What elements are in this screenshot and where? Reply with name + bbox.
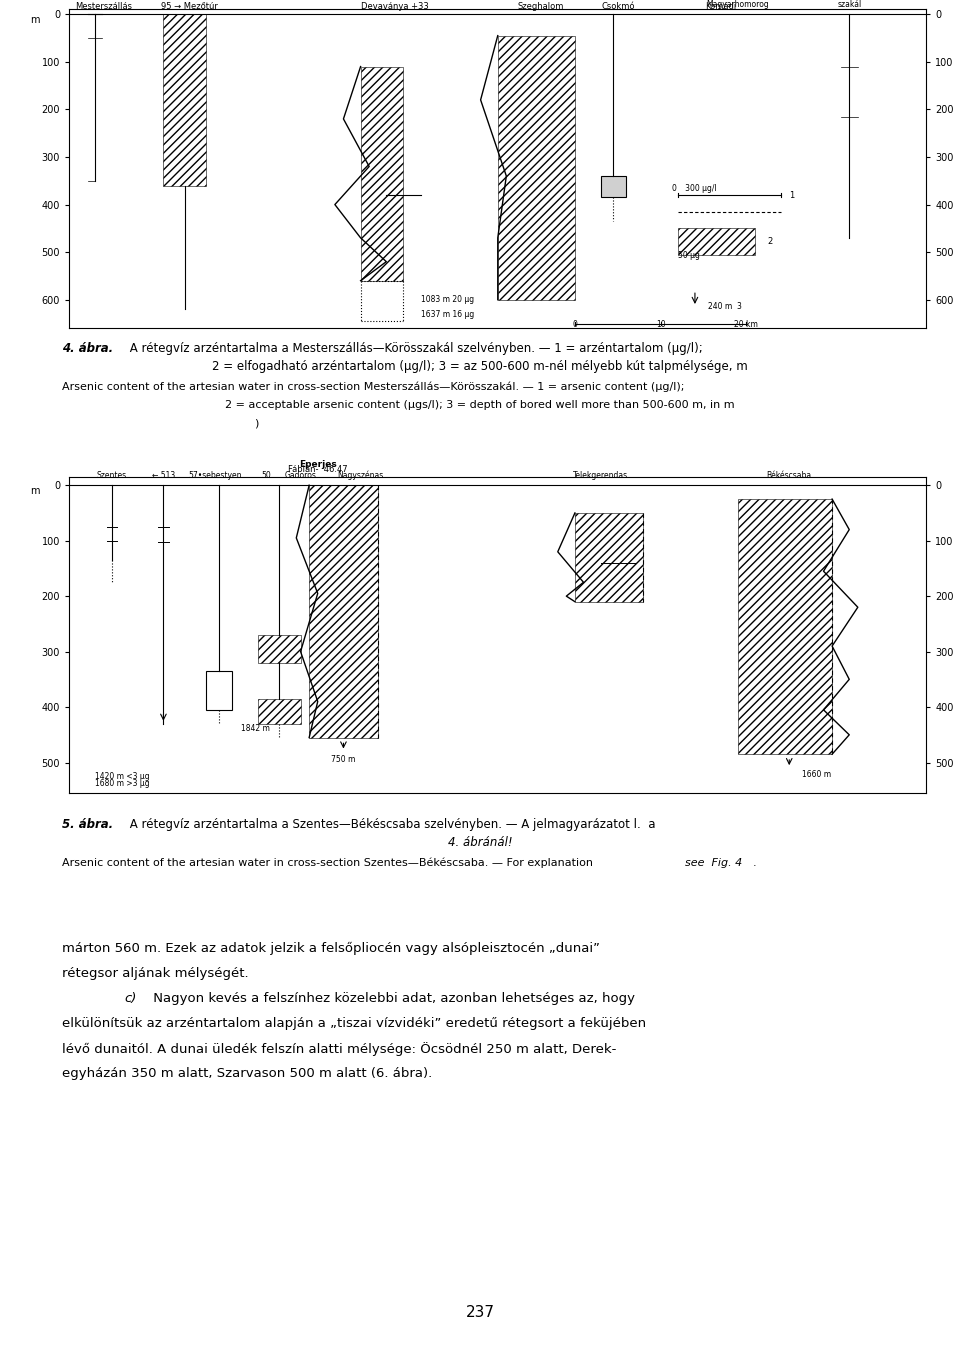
- Text: 50 μg: 50 μg: [678, 251, 700, 259]
- Text: A rétegvíz arzéntartalma a Mesterszállás—Körösszakál szelvényben. — 1 = arzéntar: A rétegvíz arzéntartalma a Mesterszállás…: [126, 342, 703, 355]
- Text: Szeghalom: Szeghalom: [517, 1, 564, 11]
- Text: 2 = acceptable arsenic content (μgs/l); 3 = depth of bored well more than 500-60: 2 = acceptable arsenic content (μgs/l); …: [226, 400, 734, 409]
- Text: ): ): [254, 417, 259, 428]
- Text: m: m: [31, 15, 40, 26]
- Text: 0: 0: [572, 320, 577, 328]
- Text: Gadoros: Gadoros: [285, 470, 317, 480]
- Bar: [206, 671, 232, 709]
- Text: 20 km: 20 km: [734, 320, 758, 328]
- Text: Csokmó: Csokmó: [601, 1, 635, 11]
- Text: 50: 50: [261, 470, 271, 480]
- Text: 1842 m: 1842 m: [241, 724, 270, 732]
- Text: 1: 1: [789, 190, 795, 200]
- Text: see  Fig. 4: see Fig. 4: [685, 858, 743, 867]
- Text: Békéscsaba: Békéscsaba: [767, 470, 812, 480]
- Text: 95 → Mezőtúr: 95 → Mezőtúr: [160, 1, 218, 11]
- Text: 1083 m 20 μg: 1083 m 20 μg: [420, 296, 473, 304]
- Text: 4. ábránál!: 4. ábránál!: [447, 836, 513, 848]
- Text: Nagyon kevés a felszínhez közelebbi adat, azonban lehetséges az, hogy: Nagyon kevés a felszínhez közelebbi adat…: [149, 992, 635, 1005]
- Bar: [257, 635, 300, 663]
- Text: 2 = elfogadható arzéntartalom (μg/l); 3 = az 500-600 m-nél mélyebb kút talpmélys: 2 = elfogadható arzéntartalom (μg/l); 3 …: [212, 359, 748, 373]
- Text: 2: 2: [768, 236, 773, 246]
- Text: rétegsor aljának mélységét.: rétegsor aljának mélységét.: [62, 967, 249, 979]
- Text: egyházán 350 m alatt, Szarvason 500 m alatt (6. ábra).: egyházán 350 m alatt, Szarvason 500 m al…: [62, 1067, 433, 1079]
- Text: Szentes: Szentes: [97, 470, 127, 480]
- Bar: [601, 176, 626, 197]
- Text: 4. ábra.: 4. ábra.: [62, 342, 113, 355]
- Text: 5. ábra.: 5. ábra.: [62, 817, 113, 831]
- Bar: [309, 485, 377, 738]
- Text: Arsenic content of the artesian water in cross-section Mesterszállás—Körösszakál: Arsenic content of the artesian water in…: [62, 382, 684, 393]
- Text: .: .: [753, 858, 756, 867]
- Text: m: m: [31, 486, 40, 496]
- Text: márton 560 m. Ezek az adatok jelzik a felsőpliocén vagy alsópleisztocén „dunai”: márton 560 m. Ezek az adatok jelzik a fe…: [62, 942, 600, 955]
- Text: 10: 10: [656, 320, 665, 328]
- Text: Arsenic content of the artesian water in cross-section Szentes—Békéscsaba. — For: Arsenic content of the artesian water in…: [62, 858, 597, 869]
- Text: lévő dunaitól. A dunai üledék felszín alatti mélysége: Öcsödnél 250 m alatt, Der: lévő dunaitól. A dunai üledék felszín al…: [62, 1042, 616, 1056]
- Text: 240 m  3: 240 m 3: [708, 303, 742, 311]
- Bar: [361, 66, 403, 281]
- Text: 1420 m <3 μg: 1420 m <3 μg: [95, 771, 150, 781]
- Text: elkülönítsük az arzéntartalom alapján a „tiszai vízvidéki” eredetű rétegsort a f: elkülönítsük az arzéntartalom alapján a …: [62, 1017, 646, 1029]
- Text: 0: 0: [671, 184, 676, 193]
- Bar: [257, 698, 300, 724]
- Text: 237: 237: [466, 1305, 494, 1320]
- Bar: [678, 228, 755, 254]
- Text: Magyarhomorog: Magyarhomorog: [707, 0, 769, 8]
- Text: 1660 m: 1660 m: [803, 770, 831, 778]
- Bar: [163, 15, 206, 185]
- Text: Komádi: Komádi: [705, 1, 736, 11]
- Text: c): c): [125, 992, 137, 1005]
- Text: 300 μg/l: 300 μg/l: [678, 184, 716, 193]
- Text: Devaványa +33: Devaványa +33: [361, 1, 429, 11]
- Bar: [738, 499, 832, 754]
- Bar: [575, 513, 643, 601]
- Text: 57•sebestyen: 57•sebestyen: [188, 470, 242, 480]
- Text: 750 m: 750 m: [331, 755, 355, 765]
- Text: Nagyszénas: Nagyszénas: [338, 470, 384, 480]
- Text: 1680 m >3 μg: 1680 m >3 μg: [95, 780, 150, 788]
- Text: Mesterszállás: Mesterszállás: [75, 1, 132, 11]
- Text: ← 513: ← 513: [152, 470, 175, 480]
- Text: 1637 m 16 μg: 1637 m 16 μg: [420, 309, 474, 319]
- Text: A rétegvíz arzéntartalma a Szentes—Békéscsaba szelvényben. — A jelmagyarázatot l: A rétegvíz arzéntartalma a Szentes—Békés…: [126, 817, 656, 831]
- Bar: [497, 35, 575, 300]
- Text: Fábián-  46.47: Fábián- 46.47: [288, 465, 348, 474]
- Text: Telekgerendas: Telekgerendas: [573, 470, 628, 480]
- Text: Eperjes: Eperjes: [299, 459, 337, 469]
- Text: Koros-
szakál: Koros- szakál: [837, 0, 861, 9]
